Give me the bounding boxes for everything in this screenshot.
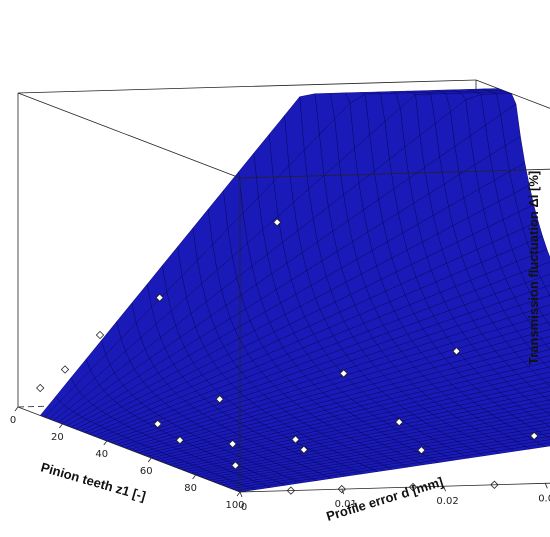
y-tick-label: 0 — [241, 502, 247, 513]
data-point — [231, 461, 240, 470]
surface-mesh — [39, 88, 550, 493]
y-tick-label: 0.03 — [538, 493, 550, 504]
data-point — [95, 330, 105, 340]
y-tick-mark — [443, 486, 446, 492]
x-tick-mark — [236, 491, 241, 497]
data-point — [299, 445, 309, 454]
x-tick-label: 80 — [184, 483, 197, 494]
y-tick-mark — [239, 491, 243, 498]
data-point — [339, 369, 348, 378]
y-tick-mark — [341, 488, 345, 495]
x-tick-label: 100 — [225, 500, 244, 511]
data-point — [452, 347, 461, 356]
y-tick-label: 0.02 — [436, 496, 458, 507]
x-tick-label: 40 — [95, 449, 108, 460]
data-point — [272, 218, 282, 227]
z-axis-title: Transmission fluctuation Δi [%] — [526, 171, 541, 365]
box-edge-top-back — [17, 79, 477, 94]
y-axis-line — [239, 482, 550, 493]
x-axis-line — [17, 406, 241, 493]
data-point — [215, 395, 224, 404]
x-axis-title: Pinion teeth z1 [-] — [39, 459, 147, 503]
data-points — [36, 218, 539, 495]
data-point — [175, 436, 185, 445]
x-tick-mark — [103, 440, 108, 446]
box-edge-top-left — [17, 92, 241, 179]
data-point — [36, 383, 45, 393]
data-point — [530, 431, 539, 441]
x-axis-ticks: 0 20 40 60 80 100 — [10, 406, 245, 511]
data-point — [60, 365, 70, 374]
y-tick-label: 0.01 — [335, 499, 357, 510]
data-point — [291, 435, 300, 444]
x-tick-mark — [59, 423, 63, 429]
data-point — [417, 446, 426, 455]
box-edge-top-front — [239, 168, 550, 179]
x-tick-label: 20 — [51, 432, 64, 443]
x-tick-label: 0 — [10, 415, 16, 426]
y-tick-mark — [544, 483, 548, 489]
front-frame — [17, 92, 550, 493]
x-tick-label: 60 — [140, 466, 153, 477]
x-tick-mark — [14, 406, 19, 412]
data-point — [155, 293, 164, 302]
x-tick-mark — [192, 474, 196, 480]
x-tick-mark — [147, 457, 152, 463]
data-point — [228, 439, 237, 449]
y-axis-ticks: 00.010.020.030.04 — [239, 483, 550, 513]
box-edge-top-right — [475, 79, 550, 109]
data-point — [153, 419, 162, 429]
data-point — [395, 417, 404, 427]
